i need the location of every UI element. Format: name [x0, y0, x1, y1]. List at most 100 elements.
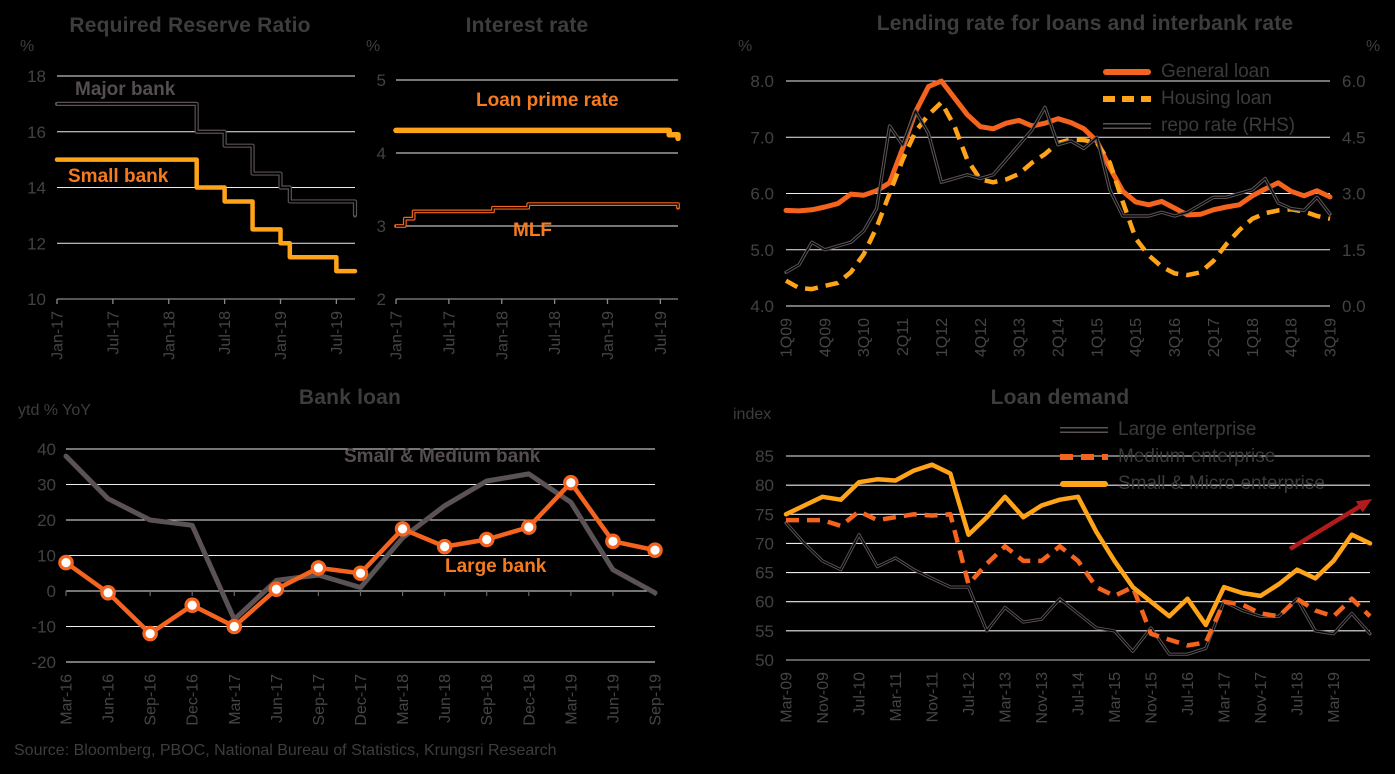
svg-text:Dec-18: Dec-18	[521, 674, 538, 726]
svg-text:Sep-17: Sep-17	[311, 674, 328, 726]
svg-text:18: 18	[27, 67, 46, 86]
svg-text:Mar-16: Mar-16	[59, 674, 76, 725]
svg-text:Jan-17: Jan-17	[50, 311, 67, 360]
legend-item-medium-enterprise: Medium enterprise	[1060, 446, 1325, 467]
svg-text:Sep-18: Sep-18	[479, 674, 496, 726]
y-axis-unit: %	[366, 38, 381, 55]
svg-text:20: 20	[37, 511, 56, 530]
svg-text:-20: -20	[31, 653, 56, 672]
svg-text:Dec-16: Dec-16	[185, 674, 202, 726]
loan-demand-series-3	[783, 462, 1373, 628]
panel-bank-loan: Bank loan ytd % YoY Small & Medium bank …	[0, 380, 700, 774]
svg-text:0: 0	[47, 582, 56, 601]
svg-text:0.0: 0.0	[1342, 297, 1366, 316]
svg-text:80: 80	[755, 476, 774, 495]
svg-text:4.5: 4.5	[1342, 128, 1366, 147]
svg-text:1Q15: 1Q15	[1089, 318, 1106, 357]
loan-demand-series-2	[786, 509, 1372, 648]
svg-text:Mar-09: Mar-09	[779, 672, 796, 723]
svg-text:Jun-18: Jun-18	[437, 674, 454, 723]
svg-text:3Q19: 3Q19	[1323, 318, 1340, 357]
svg-text:1Q12: 1Q12	[934, 318, 951, 357]
svg-text:14: 14	[27, 179, 46, 198]
svg-text:Jun-17: Jun-17	[269, 674, 286, 723]
svg-text:Mar-18: Mar-18	[395, 674, 412, 725]
panel-required-reserve-ratio: Required Reserve Ratio % Major bank Smal…	[0, 0, 370, 380]
panel-lending-interbank-rate: Lending rate for loans and interbank rat…	[690, 0, 1395, 380]
svg-text:Jul-16: Jul-16	[1180, 672, 1197, 716]
svg-text:50: 50	[755, 651, 774, 670]
legend-line-general-loan	[1103, 69, 1151, 75]
legend-line-housing-loan	[1103, 96, 1151, 102]
svg-text:Jan-18: Jan-18	[494, 311, 511, 360]
svg-text:Jan-17: Jan-17	[389, 311, 406, 360]
svg-text:Nov-09: Nov-09	[815, 672, 832, 724]
svg-text:65: 65	[755, 564, 774, 583]
legend-item-general-loan: General loan	[1103, 61, 1295, 82]
svg-text:1Q18: 1Q18	[1245, 318, 1262, 357]
series-label-large-bank: Large bank	[445, 556, 547, 577]
y-axis-unit-right: %	[1366, 38, 1381, 55]
panel-interest-rate: Interest rate % Loan prime rate MLF	[360, 0, 690, 380]
chart-title: Required Reserve Ratio	[69, 14, 311, 37]
interest-rate-series-1	[393, 127, 681, 142]
legend-item-small-micro-enterprise: Small & Micro enterprise	[1060, 473, 1325, 494]
svg-text:Jan-18: Jan-18	[161, 311, 178, 360]
legend-label: Small & Micro enterprise	[1118, 473, 1325, 494]
svg-text:4Q18: 4Q18	[1284, 318, 1301, 357]
trend-up-arrow	[1288, 503, 1363, 551]
svg-text:Mar-19: Mar-19	[1326, 672, 1343, 723]
svg-text:Nov-17: Nov-17	[1253, 672, 1270, 724]
svg-text:16: 16	[27, 123, 46, 142]
svg-text:10: 10	[27, 290, 46, 309]
svg-text:Jan-19: Jan-19	[600, 311, 617, 360]
legend: Large enterprise Medium enterprise Small…	[1060, 419, 1325, 494]
svg-text:7.0: 7.0	[750, 128, 774, 147]
svg-text:Jul-18: Jul-18	[217, 311, 234, 355]
y-axis-unit: ytd % YoY	[18, 402, 91, 419]
svg-text:85: 85	[755, 447, 774, 466]
svg-text:4Q12: 4Q12	[973, 318, 990, 357]
svg-text:3: 3	[377, 217, 386, 236]
svg-text:Jul-19: Jul-19	[329, 311, 346, 355]
svg-text:Mar-17: Mar-17	[227, 674, 244, 725]
svg-text:2Q11: 2Q11	[895, 318, 912, 356]
svg-text:Jul-18: Jul-18	[1290, 672, 1307, 716]
svg-text:Jul-17: Jul-17	[441, 311, 458, 355]
legend-label: Large enterprise	[1118, 419, 1257, 440]
svg-text:Nov-11: Nov-11	[925, 672, 942, 722]
svg-text:-10: -10	[31, 618, 56, 637]
svg-text:4Q09: 4Q09	[817, 318, 834, 357]
svg-text:Jun-16: Jun-16	[101, 674, 118, 723]
svg-text:Jul-19: Jul-19	[653, 311, 670, 355]
lending-interbank-rate-plot: 8.0 7.0 6.0 5.0 4.0 6.0 4.5 3.0 1.5 0.0 1Q09 4Q09 3Q…	[750, 72, 1365, 357]
loan-demand-plot: 85 80 75 70 65 60 55 50 Mar-09 Nov-09 Jul-10 Mar-11…	[755, 447, 1373, 724]
svg-text:Jul-12: Jul-12	[961, 672, 978, 716]
svg-text:Mar-17: Mar-17	[1217, 672, 1234, 723]
svg-text:Sep-16: Sep-16	[143, 674, 160, 726]
svg-text:Sep-19: Sep-19	[648, 674, 665, 726]
legend-label: Housing loan	[1161, 88, 1272, 109]
svg-text:10: 10	[37, 547, 56, 566]
svg-text:Mar-11: Mar-11	[888, 672, 905, 722]
svg-text:Jul-17: Jul-17	[105, 311, 122, 355]
legend-label: repo rate (RHS)	[1161, 115, 1296, 136]
svg-text:2: 2	[377, 290, 386, 309]
svg-text:60: 60	[755, 593, 774, 612]
lending-interbank-rate-series-1	[783, 78, 1333, 218]
panel-loan-demand: Loan demand index Large enterprise Mediu…	[700, 380, 1395, 774]
svg-text:Jul-10: Jul-10	[852, 672, 869, 716]
series-label-mlf: MLF	[513, 220, 553, 241]
svg-text:8.0: 8.0	[750, 72, 774, 91]
svg-text:12: 12	[27, 234, 46, 253]
series-label-major-bank: Major bank	[75, 79, 176, 100]
series-label-small-bank: Small bank	[68, 166, 169, 187]
svg-text:4Q15: 4Q15	[1128, 318, 1145, 357]
y-axis-unit: %	[20, 38, 35, 55]
svg-text:70: 70	[755, 534, 774, 553]
legend: General loan Housing loan repo rate (RHS…	[1103, 61, 1296, 136]
